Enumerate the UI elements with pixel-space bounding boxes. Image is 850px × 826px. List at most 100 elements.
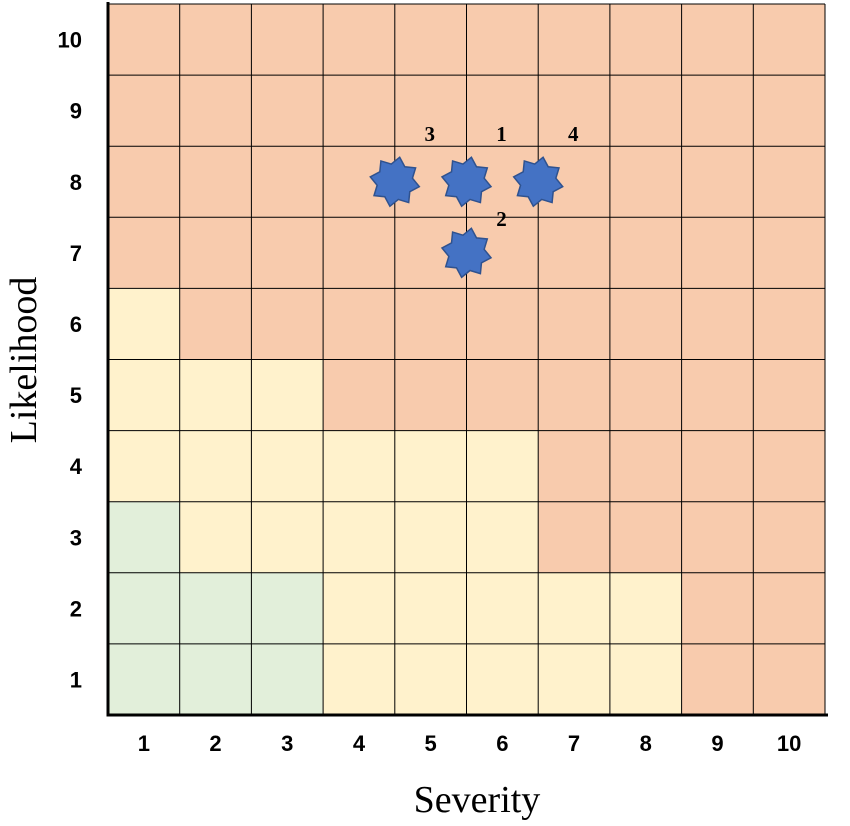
cell-high bbox=[681, 430, 754, 502]
cell-high bbox=[538, 288, 610, 360]
cell-high bbox=[323, 288, 395, 360]
cell-high bbox=[538, 217, 610, 289]
cell-medium bbox=[394, 501, 467, 573]
y-tick-label: 8 bbox=[70, 170, 82, 195]
cell-high bbox=[609, 359, 682, 431]
cell-high bbox=[538, 501, 610, 573]
cell-high bbox=[251, 217, 324, 289]
cell-medium bbox=[108, 359, 180, 431]
cell-medium bbox=[251, 359, 324, 431]
cell-high bbox=[108, 146, 180, 218]
cell-medium bbox=[466, 643, 539, 715]
x-tick-label: 1 bbox=[138, 731, 150, 756]
cell-high bbox=[753, 430, 825, 502]
cell-high bbox=[108, 217, 180, 289]
cell-high bbox=[753, 4, 825, 76]
cell-high bbox=[681, 217, 754, 289]
cell-medium bbox=[323, 430, 395, 502]
cell-medium bbox=[323, 501, 395, 573]
y-tick-label: 4 bbox=[70, 454, 83, 479]
cell-high bbox=[681, 643, 754, 715]
cell-medium bbox=[394, 430, 467, 502]
cell-high bbox=[466, 75, 539, 147]
risk-marker-star bbox=[440, 156, 493, 208]
x-tick-label: 5 bbox=[425, 731, 437, 756]
cell-medium bbox=[108, 288, 180, 360]
cell-high bbox=[466, 359, 539, 431]
cell-low bbox=[251, 643, 324, 715]
risk-marker-star bbox=[369, 156, 421, 208]
cell-high bbox=[609, 75, 682, 147]
cell-low bbox=[179, 572, 252, 644]
cell-medium bbox=[538, 643, 610, 715]
cell-high bbox=[251, 288, 324, 360]
cell-high bbox=[609, 501, 682, 573]
cell-medium bbox=[394, 643, 467, 715]
cell-low bbox=[251, 572, 324, 644]
cell-high bbox=[538, 430, 610, 502]
cell-high bbox=[466, 288, 539, 360]
x-tick-label: 9 bbox=[711, 731, 723, 756]
cell-medium bbox=[108, 430, 180, 502]
cell-high bbox=[538, 359, 610, 431]
risk-point-label: 1 bbox=[496, 122, 507, 146]
cell-high bbox=[179, 217, 252, 289]
cell-low bbox=[179, 643, 252, 715]
cell-medium bbox=[251, 430, 324, 502]
cell-medium bbox=[609, 643, 682, 715]
cell-high bbox=[108, 75, 180, 147]
cell-high bbox=[609, 430, 682, 502]
cell-high bbox=[609, 217, 682, 289]
cell-high bbox=[538, 75, 610, 147]
cell-high bbox=[323, 217, 395, 289]
cell-high bbox=[609, 4, 682, 76]
x-tick-label: 2 bbox=[209, 731, 221, 756]
cell-high bbox=[179, 288, 252, 360]
cell-high bbox=[753, 359, 825, 431]
cell-high bbox=[466, 4, 539, 76]
cell-high bbox=[251, 4, 324, 76]
cell-high bbox=[394, 75, 467, 147]
y-tick-label: 5 bbox=[70, 383, 82, 408]
risk-marker-star bbox=[512, 156, 564, 208]
x-tick-label: 3 bbox=[281, 731, 293, 756]
cell-high bbox=[179, 75, 252, 147]
y-axis-title: Likelihood bbox=[3, 277, 45, 444]
risk-points: 3 1 4 2 bbox=[369, 122, 579, 279]
cell-high bbox=[681, 501, 754, 573]
cell-medium bbox=[466, 430, 539, 502]
cell-high bbox=[609, 146, 682, 218]
x-tick-labels: 1 2 3 4 5 6 7 8 9 10 bbox=[138, 731, 802, 756]
cell-high bbox=[753, 146, 825, 218]
cell-medium bbox=[179, 430, 252, 502]
cell-high bbox=[681, 359, 754, 431]
cell-high bbox=[251, 146, 324, 218]
cell-medium bbox=[323, 643, 395, 715]
cell-high bbox=[681, 572, 754, 644]
cell-medium bbox=[251, 501, 324, 573]
x-tick-label: 6 bbox=[496, 731, 508, 756]
cell-medium bbox=[323, 572, 395, 644]
cell-medium bbox=[394, 572, 467, 644]
x-axis-title: Severity bbox=[414, 779, 541, 821]
cell-high bbox=[753, 572, 825, 644]
cell-high bbox=[538, 4, 610, 76]
cell-high bbox=[609, 288, 682, 360]
risk-point-label: 4 bbox=[568, 122, 579, 146]
cell-medium bbox=[609, 572, 682, 644]
cell-high bbox=[323, 359, 395, 431]
y-tick-label: 6 bbox=[70, 312, 82, 337]
cell-medium bbox=[466, 501, 539, 573]
cell-high bbox=[753, 217, 825, 289]
heatmap-cells bbox=[108, 4, 825, 715]
cell-high bbox=[753, 288, 825, 360]
x-tick-label: 7 bbox=[568, 731, 580, 756]
cell-high bbox=[394, 4, 467, 76]
y-tick-label: 9 bbox=[70, 99, 82, 124]
cell-high bbox=[681, 146, 754, 218]
cell-medium bbox=[179, 359, 252, 431]
risk-point-label: 2 bbox=[496, 207, 507, 231]
y-tick-label: 1 bbox=[70, 667, 82, 692]
y-tick-label: 3 bbox=[70, 525, 82, 550]
cell-high bbox=[753, 643, 825, 715]
